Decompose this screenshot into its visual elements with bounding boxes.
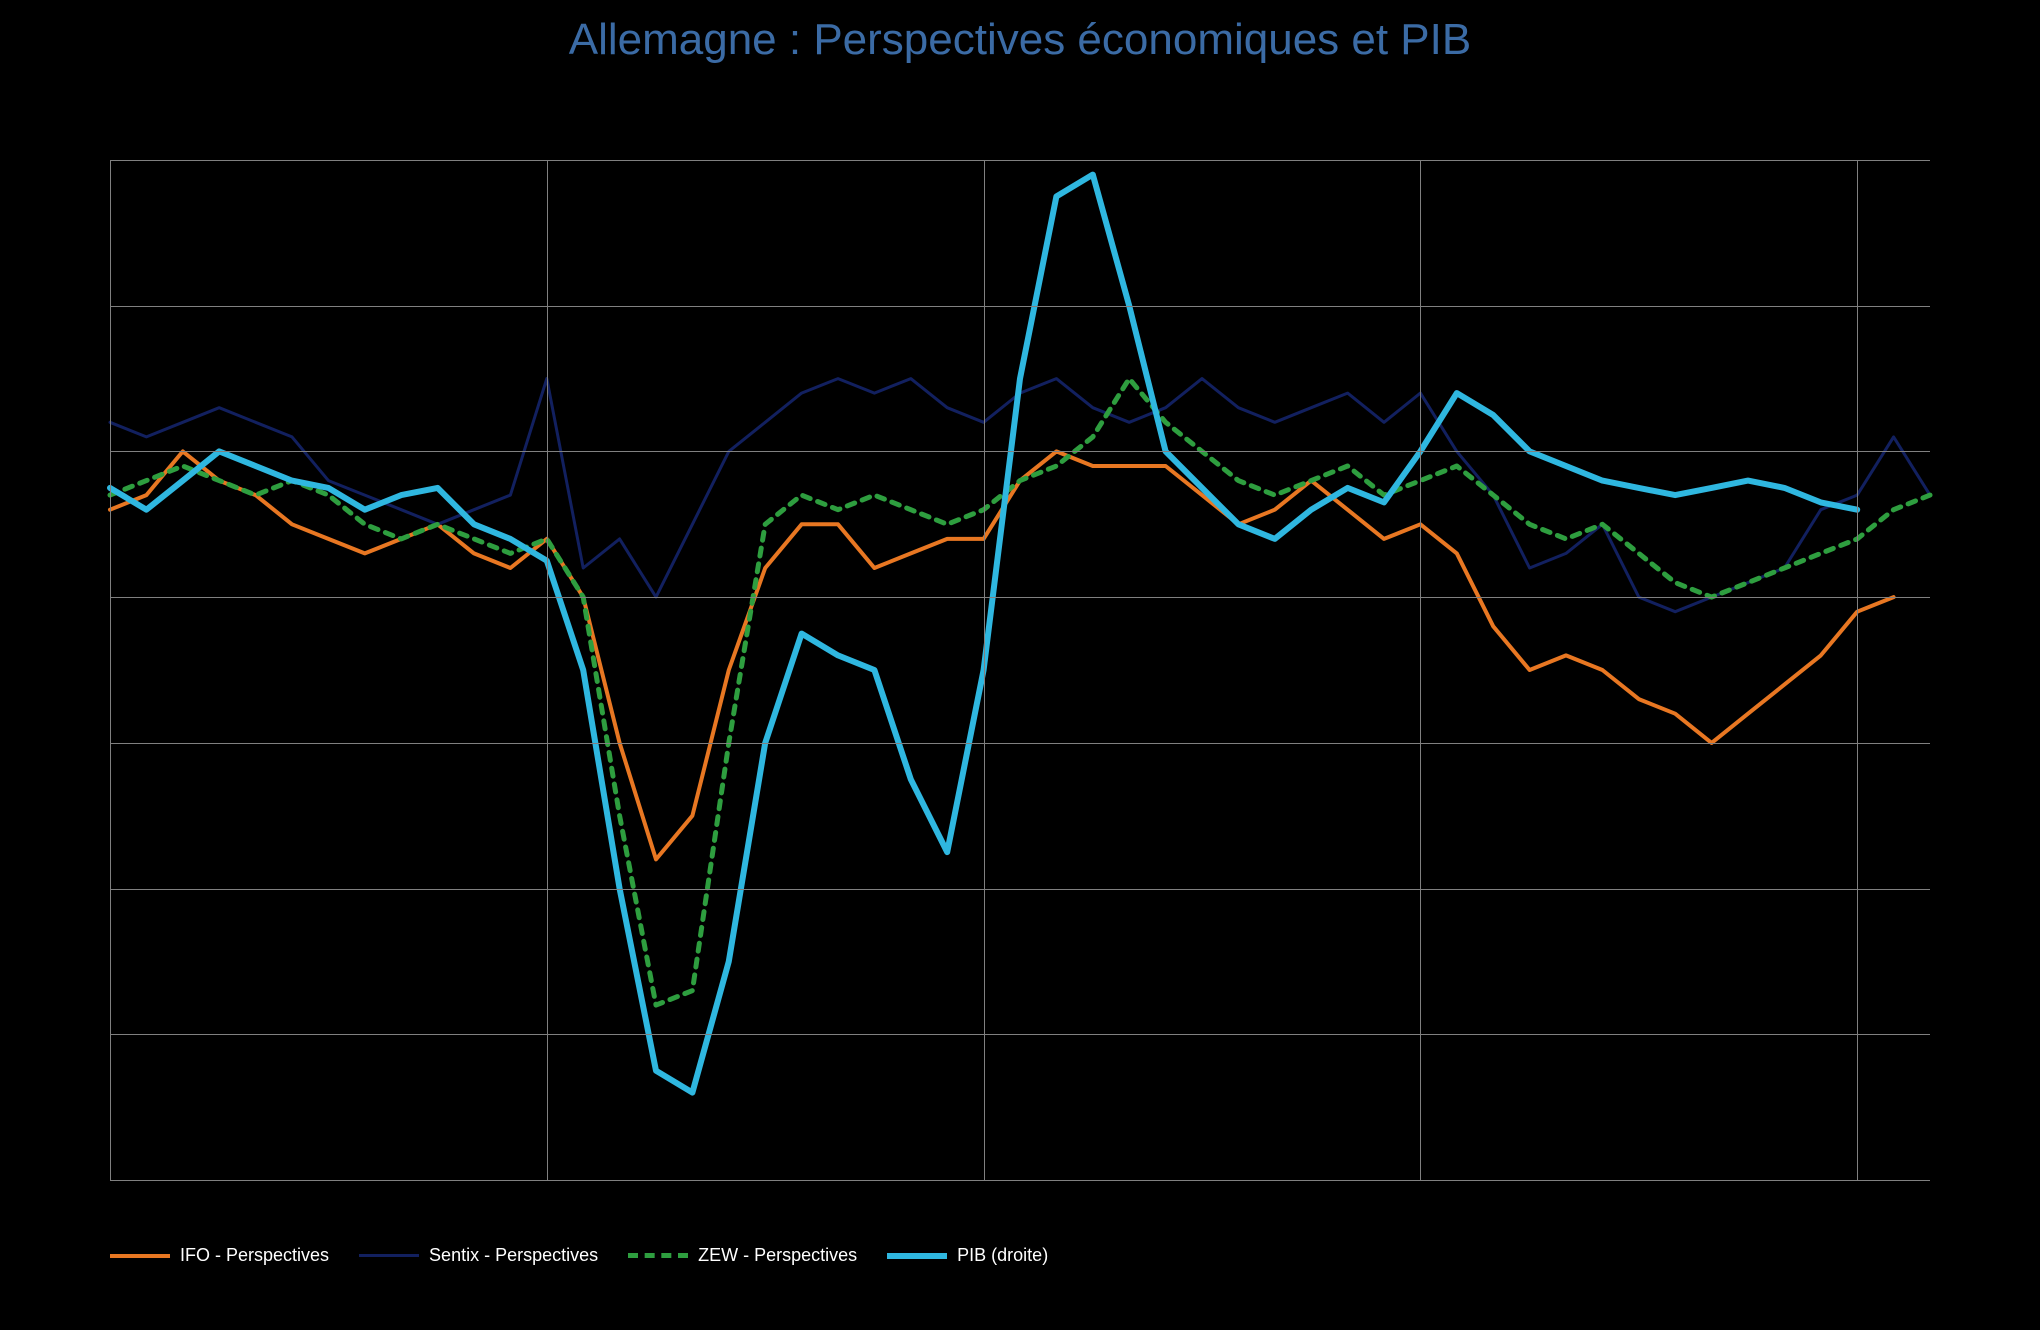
- gridline-horizontal: [110, 1034, 1930, 1035]
- legend-label: Sentix - Perspectives: [429, 1245, 598, 1266]
- gridline-horizontal: [110, 743, 1930, 744]
- chart-container: Allemagne : Perspectives économiques et …: [0, 0, 2040, 1330]
- gridline-horizontal: [110, 1180, 1930, 1181]
- gridline-vertical: [984, 160, 985, 1180]
- gridline-horizontal: [110, 160, 1930, 161]
- legend-swatch: [628, 1253, 688, 1258]
- gridline-vertical: [547, 160, 548, 1180]
- gridline-vertical: [1420, 160, 1421, 1180]
- gridline-horizontal: [110, 306, 1930, 307]
- legend-label: ZEW - Perspectives: [698, 1245, 857, 1266]
- legend-label: IFO - Perspectives: [180, 1245, 329, 1266]
- legend-item-sentix: Sentix - Perspectives: [359, 1245, 598, 1266]
- series-sentix: [110, 379, 1930, 612]
- series-zew: [110, 379, 1930, 1006]
- series-lines: [110, 160, 1930, 1180]
- chart-title: Allemagne : Perspectives économiques et …: [0, 15, 2040, 65]
- legend-item-zew: ZEW - Perspectives: [628, 1245, 857, 1266]
- legend-item-ifo: IFO - Perspectives: [110, 1245, 329, 1266]
- legend-swatch: [110, 1254, 170, 1258]
- legend-swatch: [359, 1254, 419, 1257]
- legend-label: PIB (droite): [957, 1245, 1048, 1266]
- gridline-vertical: [1857, 160, 1858, 1180]
- gridline-horizontal: [110, 597, 1930, 598]
- plot-area: [110, 160, 1930, 1180]
- legend: IFO - Perspectives Sentix - Perspectives Z…: [110, 1245, 1048, 1266]
- gridline-horizontal: [110, 889, 1930, 890]
- gridline-horizontal: [110, 451, 1930, 452]
- gridline-vertical: [110, 160, 111, 1180]
- legend-swatch: [887, 1253, 947, 1259]
- legend-item-pib: PIB (droite): [887, 1245, 1048, 1266]
